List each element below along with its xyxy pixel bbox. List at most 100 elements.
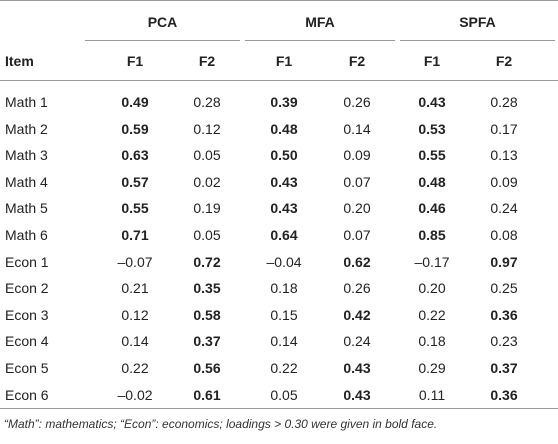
row-label: Math 4 <box>5 173 48 190</box>
cell: 0.09 <box>490 173 518 190</box>
cell: –0.07 <box>117 253 153 270</box>
cell: 0.48 <box>270 120 298 137</box>
cell: 0.05 <box>270 386 298 403</box>
cell: 0.28 <box>490 94 518 110</box>
cell: 0.56 <box>193 360 221 376</box>
column-header: F1 <box>126 53 144 69</box>
cell: 0.22 <box>270 360 298 376</box>
cell: 0.24 <box>343 333 371 350</box>
cell: 0.17 <box>490 120 518 137</box>
cell: 0.97 <box>490 253 518 270</box>
cell: 0.85 <box>418 227 446 243</box>
cell: 0.72 <box>193 253 221 270</box>
row-label: Math 6 <box>5 227 48 243</box>
cell: 0.08 <box>490 227 518 243</box>
cell: 0.62 <box>343 253 371 270</box>
column-header: F2 <box>495 53 513 69</box>
bottom-rule <box>0 408 558 409</box>
cell: –0.04 <box>266 253 302 270</box>
cell: 0.58 <box>193 306 221 323</box>
cell: 0.09 <box>343 147 371 164</box>
cell: 0.71 <box>121 227 149 243</box>
group-header: MFA <box>305 14 335 30</box>
cell: 0.11 <box>418 386 446 403</box>
column-header: F1 <box>275 53 293 69</box>
cell: 0.64 <box>270 227 298 243</box>
cell: 0.20 <box>418 280 446 297</box>
cell: 0.43 <box>418 94 446 110</box>
cell: 0.20 <box>343 200 371 217</box>
cell: 0.14 <box>270 333 298 350</box>
row-label: Econ 5 <box>5 360 49 376</box>
row-label: Math 2 <box>5 120 48 137</box>
cell: 0.43 <box>270 173 298 190</box>
cell: 0.18 <box>418 333 446 350</box>
cell: 0.12 <box>121 306 149 323</box>
column-header: F2 <box>348 53 366 69</box>
row-label: Econ 2 <box>5 280 49 297</box>
row-label: Math 3 <box>5 147 48 164</box>
footnote: “Math”: mathematics; “Econ”: economics; … <box>4 417 438 431</box>
column-header: F2 <box>198 53 216 69</box>
cell: 0.19 <box>193 200 221 217</box>
cell: 0.43 <box>343 386 371 403</box>
cell: 0.02 <box>193 173 221 190</box>
cell: 0.26 <box>343 94 371 110</box>
cell: 0.43 <box>270 200 298 217</box>
row-label: Econ 3 <box>5 306 49 323</box>
cell: 0.05 <box>193 147 221 164</box>
header-rule <box>0 80 558 81</box>
cell: 0.59 <box>121 120 149 137</box>
column-header: F1 <box>423 53 441 69</box>
cell: 0.15 <box>270 306 298 323</box>
row-label: Econ 4 <box>5 333 49 350</box>
cell: 0.22 <box>121 360 149 376</box>
cell: 0.05 <box>193 227 221 243</box>
cell: –0.02 <box>117 386 153 403</box>
group-rule <box>400 40 555 41</box>
row-label: Math 5 <box>5 200 48 217</box>
cell: 0.37 <box>193 333 221 350</box>
cell: 0.37 <box>490 360 518 376</box>
cell: 0.22 <box>418 306 446 323</box>
cell: 0.48 <box>418 173 446 190</box>
cell: 0.46 <box>418 200 446 217</box>
cell: 0.50 <box>270 147 298 164</box>
cell: 0.61 <box>193 386 221 403</box>
cell: 0.14 <box>343 120 371 137</box>
cell: 0.39 <box>270 94 298 110</box>
cell: –0.17 <box>414 253 450 270</box>
cell: 0.36 <box>490 386 518 403</box>
cell: 0.63 <box>121 147 149 164</box>
cell: 0.24 <box>490 200 518 217</box>
cell: 0.12 <box>193 120 221 137</box>
cell: 0.21 <box>121 280 149 297</box>
cell: 0.07 <box>343 227 371 243</box>
group-rule <box>245 40 395 41</box>
cell: 0.29 <box>418 360 446 376</box>
row-label: Econ 1 <box>5 253 49 270</box>
cell: 0.13 <box>490 147 518 164</box>
cell: 0.43 <box>343 360 371 376</box>
cell: 0.35 <box>193 280 221 297</box>
cell: 0.42 <box>343 306 371 323</box>
cell: 0.28 <box>193 94 221 110</box>
cell: 0.55 <box>418 147 446 164</box>
cell: 0.26 <box>343 280 371 297</box>
group-header: SPFA <box>459 14 496 30</box>
group-header: PCA <box>147 14 178 30</box>
cell: 0.07 <box>343 173 371 190</box>
cell: 0.57 <box>121 173 149 190</box>
row-label: Math 1 <box>5 94 48 110</box>
cell: 0.18 <box>270 280 298 297</box>
top-rule <box>0 0 558 1</box>
cell: 0.36 <box>490 306 518 323</box>
cell: 0.25 <box>490 280 518 297</box>
cell: 0.23 <box>490 333 518 350</box>
cell: 0.49 <box>121 94 149 110</box>
group-rule <box>85 40 240 41</box>
cell: 0.55 <box>121 200 149 217</box>
cell: 0.53 <box>418 120 446 137</box>
column-header: Item <box>5 53 34 69</box>
